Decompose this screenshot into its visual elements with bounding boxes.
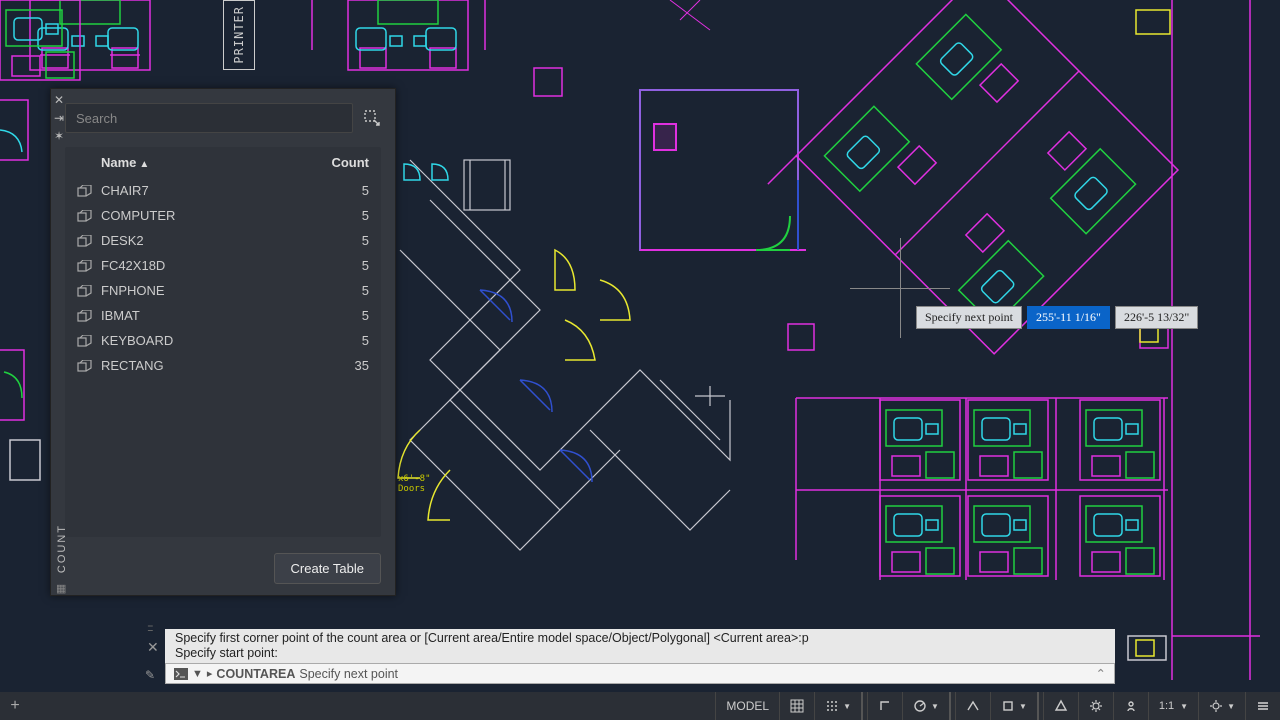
table-row[interactable]: KEYBOARD5	[65, 328, 381, 353]
table-row[interactable]: RECTANG35	[65, 353, 381, 378]
command-prompt-text: Specify next point	[299, 667, 398, 681]
block-count: 5	[309, 258, 369, 273]
name-column-header[interactable]: Name	[101, 155, 136, 170]
count-table: Name▲ Count CHAIR75COMPUTER5DESK25FC42X1…	[65, 147, 381, 537]
table-header[interactable]: Name▲ Count	[65, 147, 381, 178]
annotation-visibility-icon[interactable]	[1113, 692, 1148, 720]
block-name: COMPUTER	[101, 208, 309, 223]
command-chevron-icon: ▼	[192, 668, 203, 680]
dynamic-prompt: Specify next point	[916, 306, 1022, 329]
count-column-header[interactable]: Count	[309, 155, 369, 170]
block-count: 5	[309, 233, 369, 248]
table-row[interactable]: CHAIR75	[65, 178, 381, 203]
osnap-icon[interactable]: ▼	[990, 692, 1037, 720]
gear-icon[interactable]	[1078, 692, 1113, 720]
block-icon	[77, 209, 93, 223]
block-icon	[77, 184, 93, 198]
workspace-gear-icon[interactable]: ▼	[1198, 692, 1245, 720]
command-input-line[interactable]: ▼ ▸ COUNTAREA Specify next point ⌃	[165, 663, 1115, 684]
snap-mode-icon[interactable]: ▼	[814, 692, 861, 720]
model-space-button[interactable]: MODEL	[715, 692, 779, 720]
ortho-toggle-icon[interactable]	[867, 692, 902, 720]
selection-filter-icon[interactable]	[363, 109, 381, 127]
command-history-grip-icon[interactable]: ::::::	[147, 623, 152, 634]
polar-tracking-icon[interactable]: ▼	[902, 692, 949, 720]
block-name: IBMAT	[101, 308, 309, 323]
block-icon	[77, 234, 93, 248]
annotation-scale-icon[interactable]	[1043, 692, 1078, 720]
command-line-panel: :::::: ✕ Specify first corner point of t…	[165, 629, 1115, 684]
table-row[interactable]: COMPUTER5	[65, 203, 381, 228]
block-icon	[77, 334, 93, 348]
command-history-close-icon[interactable]: ✕	[147, 639, 159, 656]
dynamic-value-2[interactable]: 226'-5 13/32"	[1115, 306, 1198, 329]
create-table-button[interactable]: Create Table	[274, 553, 381, 584]
block-count: 5	[309, 308, 369, 323]
block-count: 5	[309, 333, 369, 348]
add-layout-button[interactable]: +	[0, 697, 30, 715]
printer-label-box: PRINTER	[223, 0, 255, 70]
dynamic-input-row: Specify next point 255'-11 1/16" 226'-5 …	[916, 306, 1198, 329]
block-count: 5	[309, 208, 369, 223]
block-count: 35	[309, 358, 369, 373]
block-name: RECTANG	[101, 358, 309, 373]
command-customize-icon[interactable]: ✎	[145, 668, 155, 682]
command-keyword: COUNTAREA	[216, 667, 295, 681]
count-palette: ✕ ⇥ ✶ Name▲ Count CHAIR75COMPUTER5DESK25…	[50, 88, 396, 596]
palette-title-vertical: COUNT	[56, 524, 68, 573]
status-bar: + MODEL ▼ ▼ ▼ 1:1▼ ▼	[0, 692, 1280, 720]
palette-pin-icon[interactable]: ⇥	[52, 111, 66, 125]
doors-dimension-label: x6'-8"Doors	[398, 474, 431, 494]
block-name: FC42X18D	[101, 258, 309, 273]
table-row[interactable]: FNPHONE5	[65, 278, 381, 303]
command-prompt-icon	[174, 668, 188, 680]
palette-properties-icon[interactable]: ▦	[56, 582, 70, 596]
command-history: Specify first corner point of the count …	[165, 629, 1115, 663]
block-icon	[77, 259, 93, 273]
table-row[interactable]: DESK25	[65, 228, 381, 253]
block-name: CHAIR7	[101, 183, 309, 198]
block-name: KEYBOARD	[101, 333, 309, 348]
block-icon	[77, 359, 93, 373]
sort-asc-icon: ▲	[139, 159, 149, 170]
table-row[interactable]: FC42X18D5	[65, 253, 381, 278]
block-name: DESK2	[101, 233, 309, 248]
search-input[interactable]	[65, 103, 353, 133]
block-count: 5	[309, 283, 369, 298]
block-icon	[77, 284, 93, 298]
command-caret-icon: ▸	[207, 667, 213, 680]
block-count: 5	[309, 183, 369, 198]
isodraft-icon[interactable]	[955, 692, 990, 720]
customization-menu-icon[interactable]	[1245, 692, 1280, 720]
command-history-line: Specify first corner point of the count …	[175, 631, 1105, 646]
dynamic-value-1[interactable]: 255'-11 1/16"	[1027, 306, 1110, 329]
block-icon	[77, 309, 93, 323]
grid-toggle-icon[interactable]	[779, 692, 814, 720]
palette-menu-icon[interactable]: ✶	[52, 129, 66, 143]
table-row[interactable]: IBMAT5	[65, 303, 381, 328]
printer-label-text: PRINTER	[232, 6, 246, 64]
palette-close-icon[interactable]: ✕	[52, 93, 66, 107]
block-name: FNPHONE	[101, 283, 309, 298]
scale-ratio-label[interactable]: 1:1▼	[1148, 692, 1198, 720]
command-expand-icon[interactable]: ⌃	[1096, 666, 1106, 681]
command-history-line: Specify start point:	[175, 646, 1105, 661]
